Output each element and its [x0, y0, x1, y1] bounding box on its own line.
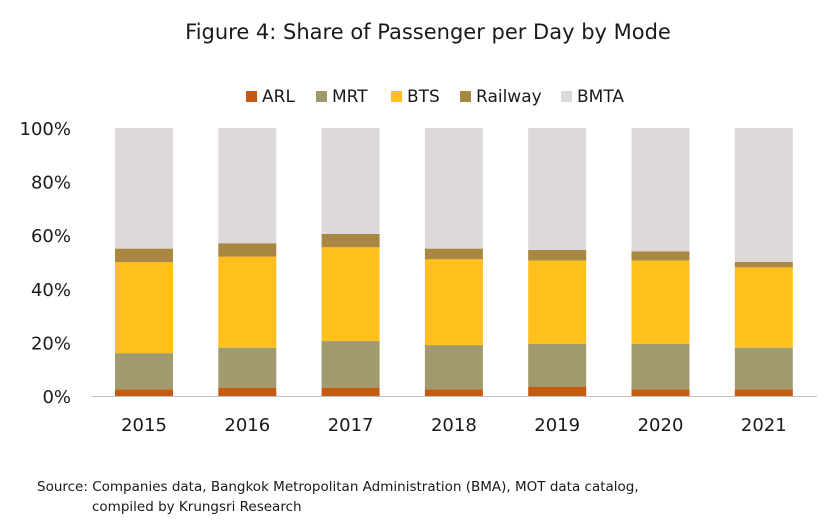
bar-bmta-2020: [631, 128, 690, 252]
legend-label-mrt: MRT: [332, 87, 368, 107]
bar-bmta-2021: [734, 128, 793, 262]
bar-mrt-2020: [631, 343, 690, 390]
y-tick-label: 80%: [31, 173, 71, 194]
bar-mrt-2021: [734, 347, 793, 390]
legend-swatch-bts: [391, 91, 402, 102]
bar-bmta-2015: [115, 128, 173, 249]
bars: [115, 128, 793, 396]
bar-stack-2015: [115, 128, 173, 396]
legend-label-arl: ARL: [262, 87, 295, 107]
bar-arl-2020: [631, 389, 690, 396]
y-tick-label: 60%: [31, 226, 71, 247]
x-axis: 2015 2016 2017 2018 2019 2020 2021: [121, 415, 787, 436]
bar-stack-2017: [321, 128, 380, 396]
source-note-line-1: Source: Companies data, Bangkok Metropol…: [37, 479, 639, 495]
x-tick-label-2015: 2015: [121, 415, 167, 436]
bar-stack-2019: [528, 128, 587, 396]
y-tick-label: 40%: [31, 280, 71, 301]
x-tick-label-2016: 2016: [224, 415, 270, 436]
y-tick-label: 100%: [20, 119, 71, 140]
x-tick-label-2021: 2021: [741, 415, 787, 436]
bar-bts-2021: [734, 267, 793, 348]
bar-railway-2015: [115, 248, 173, 262]
bar-arl-2019: [528, 386, 587, 396]
x-tick-label-2019: 2019: [534, 415, 580, 436]
legend-label-bmta: BMTA: [577, 87, 624, 107]
legend-swatch-mrt: [316, 91, 327, 102]
bar-bmta-2019: [528, 128, 587, 250]
bar-bts-2019: [528, 260, 587, 344]
bar-stack-2016: [218, 128, 277, 396]
bar-bts-2020: [631, 260, 690, 344]
bar-arl-2018: [424, 389, 483, 396]
legend-label-railway: Railway: [476, 87, 542, 107]
legend-swatch-railway: [460, 91, 471, 102]
legend: ARL MRT BTS Railway BMTA: [246, 87, 624, 107]
bar-arl-2016: [218, 387, 277, 396]
bar-arl-2021: [734, 389, 793, 396]
bar-railway-2020: [631, 251, 690, 261]
bar-stack-2021: [734, 128, 793, 396]
bar-mrt-2016: [218, 347, 277, 388]
x-tick-label-2018: 2018: [431, 415, 477, 436]
legend-label-bts: BTS: [407, 87, 440, 107]
bar-railway-2021: [734, 262, 793, 268]
bar-bmta-2018: [424, 128, 483, 249]
y-tick-label: 0%: [42, 387, 71, 408]
bar-railway-2016: [218, 243, 277, 257]
bar-bts-2016: [218, 256, 277, 348]
bar-railway-2017: [321, 233, 380, 248]
bar-bts-2015: [115, 262, 173, 354]
legend-swatch-arl: [246, 91, 257, 102]
bar-mrt-2017: [321, 341, 380, 388]
bar-bmta-2016: [218, 128, 277, 244]
bar-stack-2020: [631, 128, 690, 396]
bar-railway-2018: [424, 248, 483, 260]
bar-mrt-2019: [528, 343, 587, 387]
y-axis: 0% 20% 40% 60% 80% 100%: [20, 119, 71, 408]
bar-arl-2017: [321, 387, 380, 396]
bar-bts-2017: [321, 247, 380, 342]
legend-swatch-bmta: [561, 91, 572, 102]
bar-railway-2019: [528, 249, 587, 261]
bar-arl-2015: [115, 389, 173, 396]
chart-title: Figure 4: Share of Passenger per Day by …: [185, 20, 671, 44]
x-tick-label-2017: 2017: [328, 415, 374, 436]
bar-bmta-2017: [321, 128, 380, 234]
bar-stack-2018: [424, 128, 483, 396]
y-tick-label: 20%: [31, 333, 71, 354]
bar-mrt-2018: [424, 345, 483, 390]
bar-mrt-2015: [115, 353, 173, 390]
x-tick-label-2020: 2020: [638, 415, 684, 436]
source-note-line-2: compiled by Krungsri Research: [92, 499, 302, 515]
bar-bts-2018: [424, 259, 483, 346]
